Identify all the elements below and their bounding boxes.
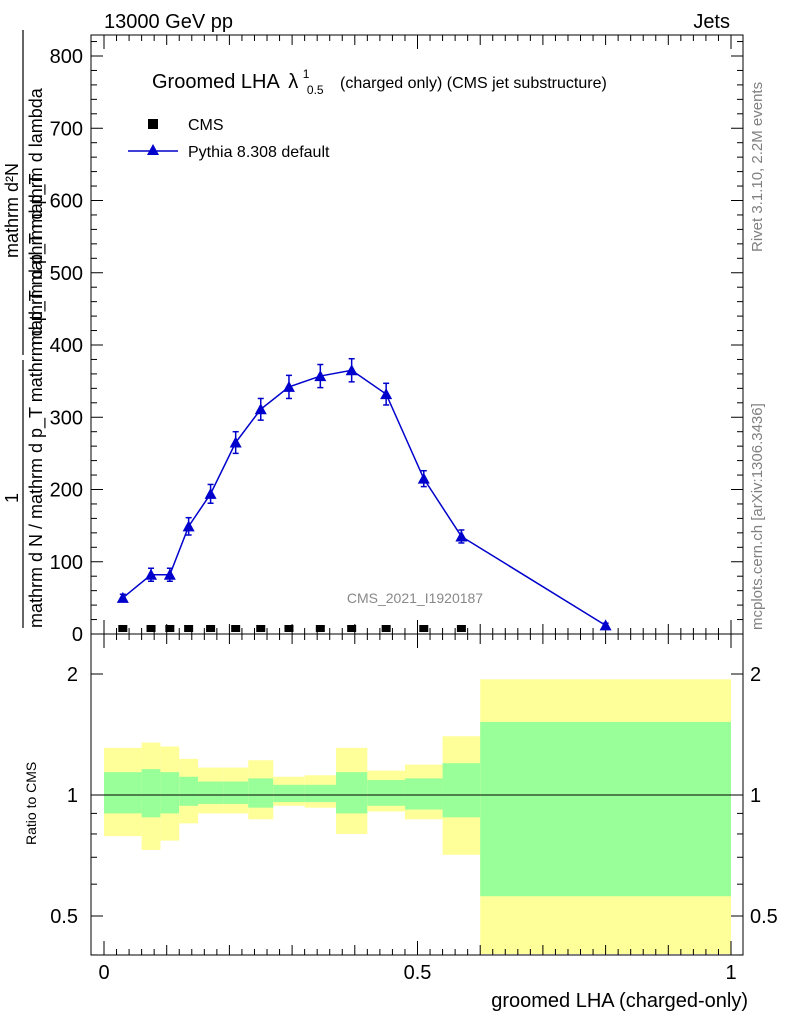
cms-point: [165, 625, 175, 632]
legend-cms-label: CMS: [188, 117, 224, 134]
y-tick-label: 0: [72, 624, 83, 646]
x-tick-label: 0: [98, 962, 109, 984]
cms-point: [381, 625, 391, 632]
x-tick-label: 1: [725, 962, 736, 984]
pythia-point: [417, 472, 430, 484]
ratio-green-band: [223, 781, 249, 804]
y-tick-label: 300: [50, 407, 83, 429]
ratio-green-band: [141, 769, 161, 818]
analysis-watermark: CMS_2021_I1920187: [347, 590, 483, 606]
cms-point: [206, 625, 216, 632]
pythia-point: [229, 436, 242, 448]
pythia-point: [163, 568, 176, 580]
y-label-one: 1: [2, 493, 22, 503]
plot-title-main: Groomed LHA: [152, 71, 280, 93]
ratio-green-band: [198, 781, 224, 804]
ratio-green-band: [160, 772, 180, 814]
y-tick-label: 600: [50, 191, 83, 213]
ratio-green-band: [367, 779, 405, 806]
ratio-green-band: [179, 776, 199, 806]
ratio-green-band: [335, 772, 368, 814]
cms-point: [184, 625, 194, 632]
y-label-den-1: mathrm d N / mathrm d p_T mathrm d p_T m…: [26, 174, 47, 628]
y-label-num: mathrm d²N: [2, 163, 22, 258]
plot-title-rest: (charged only) (CMS jet substructure): [340, 75, 607, 92]
legend-pythia-label: Pythia 8.308 default: [188, 144, 330, 161]
ratio-y-label: Ratio to CMS: [23, 762, 39, 845]
cms-point: [118, 625, 128, 632]
plot-title: Groomed LHA λ 1 0.5 (charged only) (CMS …: [152, 65, 607, 98]
y-tick-label: 400: [50, 335, 83, 357]
cms-point: [456, 625, 466, 632]
series-cms: [118, 625, 466, 632]
pythia-point: [204, 487, 217, 499]
cms-point: [419, 625, 429, 632]
ratio-green-band: [273, 784, 305, 803]
pythia-point: [455, 530, 468, 542]
pythia-point: [254, 403, 267, 415]
x-tick-label: 0.5: [404, 962, 432, 984]
ratio-y-tick-label: 1: [67, 785, 78, 807]
y-axis-label: 1 mathrm d N / mathrm d p_T mathrm d p_T…: [2, 30, 47, 628]
ratio-y-tick-label: 2: [67, 664, 78, 686]
pythia-point: [599, 619, 612, 631]
pythia-point: [314, 370, 327, 382]
plot-title-sub: 0.5: [307, 83, 324, 97]
legend: CMS Pythia 8.308 default: [128, 117, 330, 161]
y-tick-label: 100: [50, 552, 83, 574]
cms-point: [315, 625, 325, 632]
pythia-point: [380, 388, 393, 400]
ratio-y-tick-label-right: 0.5: [750, 906, 778, 928]
pythia-point: [145, 568, 158, 580]
ratio-green-band: [442, 763, 481, 818]
y-tick-label: 800: [50, 46, 83, 68]
ratio-green-band: [304, 784, 336, 803]
main-axes: 0 100 200 300 400 500 600 700 800: [50, 41, 743, 646]
cms-point: [256, 625, 266, 632]
plot-title-lambda: λ: [288, 71, 298, 93]
ratio-green-band: [248, 778, 274, 808]
plot-title-sup: 1: [303, 67, 310, 81]
legend-pythia-marker: [147, 144, 159, 155]
cms-point: [146, 625, 156, 632]
cms-point: [231, 625, 241, 632]
ratio-green-band: [480, 721, 731, 897]
x-axis-label: groomed LHA (charged-only): [491, 990, 748, 1012]
y-tick-label: 500: [50, 263, 83, 285]
ratio-bands: [104, 679, 731, 954]
x-axis: 0 0.5 1: [98, 35, 737, 984]
ratio-y-tick-label: 0.5: [50, 906, 78, 928]
y-tick-label: 700: [50, 118, 83, 140]
header-left: 13000 GeV pp: [104, 11, 233, 33]
cms-point: [347, 625, 357, 632]
ratio-green-band: [404, 778, 443, 810]
ratio-green-band: [104, 772, 142, 814]
cms-point: [284, 625, 294, 632]
legend-cms-marker: [148, 119, 158, 129]
ratio-y-tick-label-right: 2: [750, 664, 761, 686]
y-tick-label: 200: [50, 480, 83, 502]
mcplots-info: mcplots.cern.ch [arXiv:1306.3436]: [749, 403, 766, 630]
ratio-axes: 0.5 0.5 1 1 2 2: [50, 664, 778, 956]
pythia-point: [116, 591, 129, 603]
header-right: Jets: [693, 11, 730, 33]
pythia-point: [345, 364, 358, 376]
pythia-line: [122, 369, 606, 626]
rivet-info: Rivet 3.1.10, 2.2M events: [749, 82, 766, 252]
pythia-point: [282, 380, 295, 392]
pythia-point: [182, 520, 195, 532]
ratio-y-tick-label-right: 1: [750, 785, 761, 807]
series-pythia: [116, 357, 612, 631]
y-label-den-2: mathrm d p_T mathrm d lambda: [26, 87, 47, 345]
